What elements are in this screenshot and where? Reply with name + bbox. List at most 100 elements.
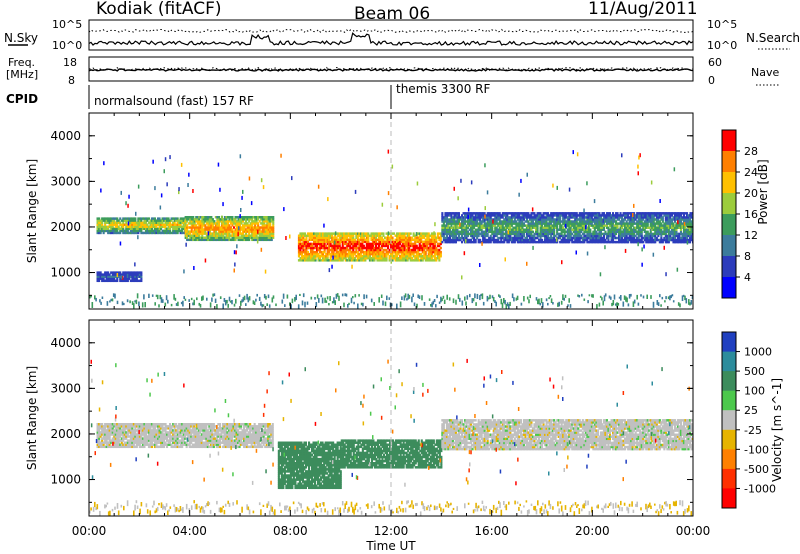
power-near-range-cell: [138, 301, 140, 307]
power-echo-cell: [108, 277, 111, 280]
power-echo-cell: [409, 242, 412, 246]
power-near-range-cell: [321, 297, 324, 304]
power-echo-cell: [111, 229, 114, 233]
power-echo-cell: [326, 248, 329, 252]
power-near-range-cell: [214, 298, 217, 303]
power-near-range-cell: [665, 296, 667, 300]
power-echo-cell: [192, 216, 195, 219]
power-echo-cell: [531, 230, 535, 234]
power-echo-cell: [619, 226, 622, 229]
power-echo-cell: [396, 246, 399, 250]
power-echo-cell: [462, 216, 465, 219]
power-echo-cell: [479, 216, 482, 219]
power-near-range-cell: [418, 295, 421, 299]
power-echo-cell: [471, 230, 474, 234]
power-echo-cell: [380, 252, 384, 256]
power-echo-cell: [462, 228, 465, 231]
power-echo-cell: [163, 229, 166, 233]
power-echo-cell: [566, 238, 569, 242]
power-echo-cell: [590, 236, 593, 240]
power-echo-cell: [234, 224, 237, 227]
power-echo-cell: [544, 232, 547, 236]
power-echo-cell: [114, 275, 117, 278]
power-echo-cell: [575, 234, 578, 238]
power-near-range-cell: [167, 299, 169, 304]
power-echo-cell: [569, 232, 572, 236]
power-echo-cell: [233, 222, 236, 225]
power-echo-cell: [341, 252, 344, 256]
power-echo-cell: [627, 236, 630, 240]
power-echo-cell: [190, 216, 193, 219]
power-echo-cell: [222, 218, 225, 221]
power-echo-cell: [376, 242, 379, 246]
power-echo-cell: [228, 228, 231, 231]
power-near-range-cell: [563, 297, 565, 301]
power-echo-cell: [170, 219, 173, 222]
power-echo-cell: [497, 216, 500, 219]
power-echo-cell: [544, 222, 547, 225]
power-echo-cell: [498, 212, 501, 215]
power-echo-cell: [642, 218, 645, 221]
power-speckle: [676, 267, 679, 272]
power-echo-cell: [575, 222, 578, 225]
power-echo-cell: [457, 226, 461, 229]
power-echo-cell: [427, 252, 430, 256]
power-echo-cell: [426, 259, 429, 262]
power-speckle: [520, 178, 522, 183]
power-echo-cell: [583, 238, 586, 242]
power-echo-cell: [639, 240, 642, 244]
power-echo-cell: [550, 234, 553, 238]
power-echo-cell: [578, 234, 581, 238]
power-echo-cell: [207, 226, 210, 229]
power-echo-cell: [666, 226, 669, 229]
power-echo-cell: [96, 227, 99, 231]
power-echo-cell: [125, 219, 128, 222]
power-speckle: [479, 263, 481, 267]
power-echo-cell: [571, 228, 574, 231]
power-echo-cell: [210, 224, 213, 227]
power-echo-cell: [302, 236, 305, 239]
power-echo-cell: [319, 248, 322, 252]
power-echo-cell: [682, 230, 686, 234]
power-echo-cell: [522, 238, 526, 242]
power-echo-cell: [666, 236, 669, 240]
power-echo-cell: [340, 248, 343, 252]
power-echo-cell: [328, 252, 331, 256]
power-echo-cell: [387, 242, 390, 246]
power-echo-cell: [353, 232, 356, 235]
power-echo-cell: [547, 236, 550, 240]
power-echo-cell: [397, 242, 400, 246]
power-echo-cell: [482, 220, 485, 223]
power-echo-cell: [252, 236, 255, 239]
power-echo-cell: [483, 222, 486, 225]
power-echo-cell: [474, 214, 477, 217]
power-echo-cell: [322, 234, 325, 237]
power-echo-cell: [334, 244, 337, 248]
power-echo-cell: [300, 252, 304, 256]
power-echo-cell: [123, 229, 126, 233]
power-echo-cell: [442, 218, 445, 221]
power-echo-cell: [550, 228, 553, 231]
power-echo-cell: [528, 228, 532, 231]
power-echo-cell: [509, 212, 512, 215]
power-echo-cell: [497, 240, 500, 244]
power-echo-cell: [474, 234, 477, 238]
power-echo-cell: [518, 220, 521, 223]
power-echo-cell: [405, 250, 408, 254]
power-echo-cell: [364, 259, 367, 262]
power-echo-cell: [430, 257, 433, 260]
power-echo-cell: [144, 221, 148, 224]
power-echo-cell: [480, 222, 483, 225]
power-echo-cell: [512, 228, 515, 231]
power-echo-cell: [506, 214, 509, 217]
power-echo-cell: [217, 220, 221, 223]
power-near-range-cell: [583, 298, 586, 301]
power-echo-cell: [414, 246, 417, 250]
power-echo-cell: [117, 275, 120, 278]
power-echo-cell: [628, 228, 631, 231]
power-echo-cell: [504, 236, 507, 240]
power-echo-cell: [627, 228, 630, 231]
power-echo-cell: [233, 226, 236, 229]
power-echo-cell: [562, 238, 565, 242]
power-echo-cell: [374, 236, 378, 239]
